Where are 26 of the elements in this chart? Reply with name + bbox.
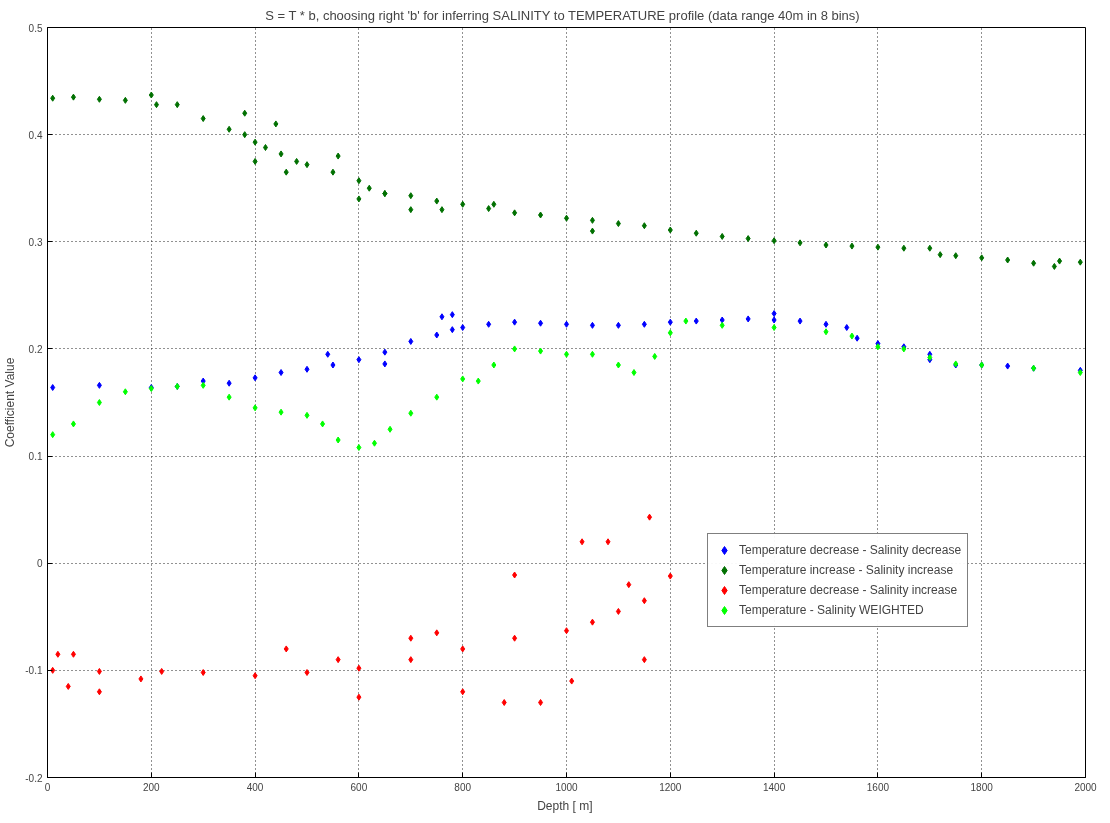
legend-label: Temperature decrease - Salinity increase xyxy=(739,583,958,597)
legend-label: Temperature increase - Salinity increase xyxy=(739,563,954,577)
x-tick-label: 1000 xyxy=(555,781,579,793)
x-tick-label: 400 xyxy=(246,781,264,793)
y-tick-label: 0.1 xyxy=(28,451,43,463)
x-tick-label: 800 xyxy=(454,781,472,793)
x-tick-label: 200 xyxy=(142,781,161,793)
x-tick-label: 1800 xyxy=(970,781,994,793)
chart-title: S = T * b, choosing right 'b' for inferring SALINITY to TEMPERATURE profile (data range 40m in 8 bins) xyxy=(265,7,860,23)
x-tick-label: 1200 xyxy=(659,781,682,793)
y-tick-label: 0.3 xyxy=(28,236,43,248)
y-tick-label: 0.5 xyxy=(28,22,43,34)
x-tick-label: 2000 xyxy=(1074,781,1098,793)
y-tick-label: 0 xyxy=(36,558,43,570)
y-tick-label: 0.4 xyxy=(28,129,43,141)
legend-label: Temperature decrease - Salinity decrease xyxy=(739,543,962,557)
y-axis-title: Coefficient Value xyxy=(3,357,18,448)
legend-label: Temperature - Salinity WEIGHTED xyxy=(739,603,924,617)
y-tick-label: -0.1 xyxy=(25,665,43,677)
y-tick-label: -0.2 xyxy=(25,772,43,784)
x-tick-label: 1600 xyxy=(866,781,890,793)
x-axis-title: Depth [ m] xyxy=(537,798,593,813)
x-tick-label: 1400 xyxy=(762,781,786,793)
x-tick-label: 600 xyxy=(350,781,368,793)
x-tick-label: 0 xyxy=(44,781,51,793)
y-tick-label: 0.2 xyxy=(28,343,43,355)
